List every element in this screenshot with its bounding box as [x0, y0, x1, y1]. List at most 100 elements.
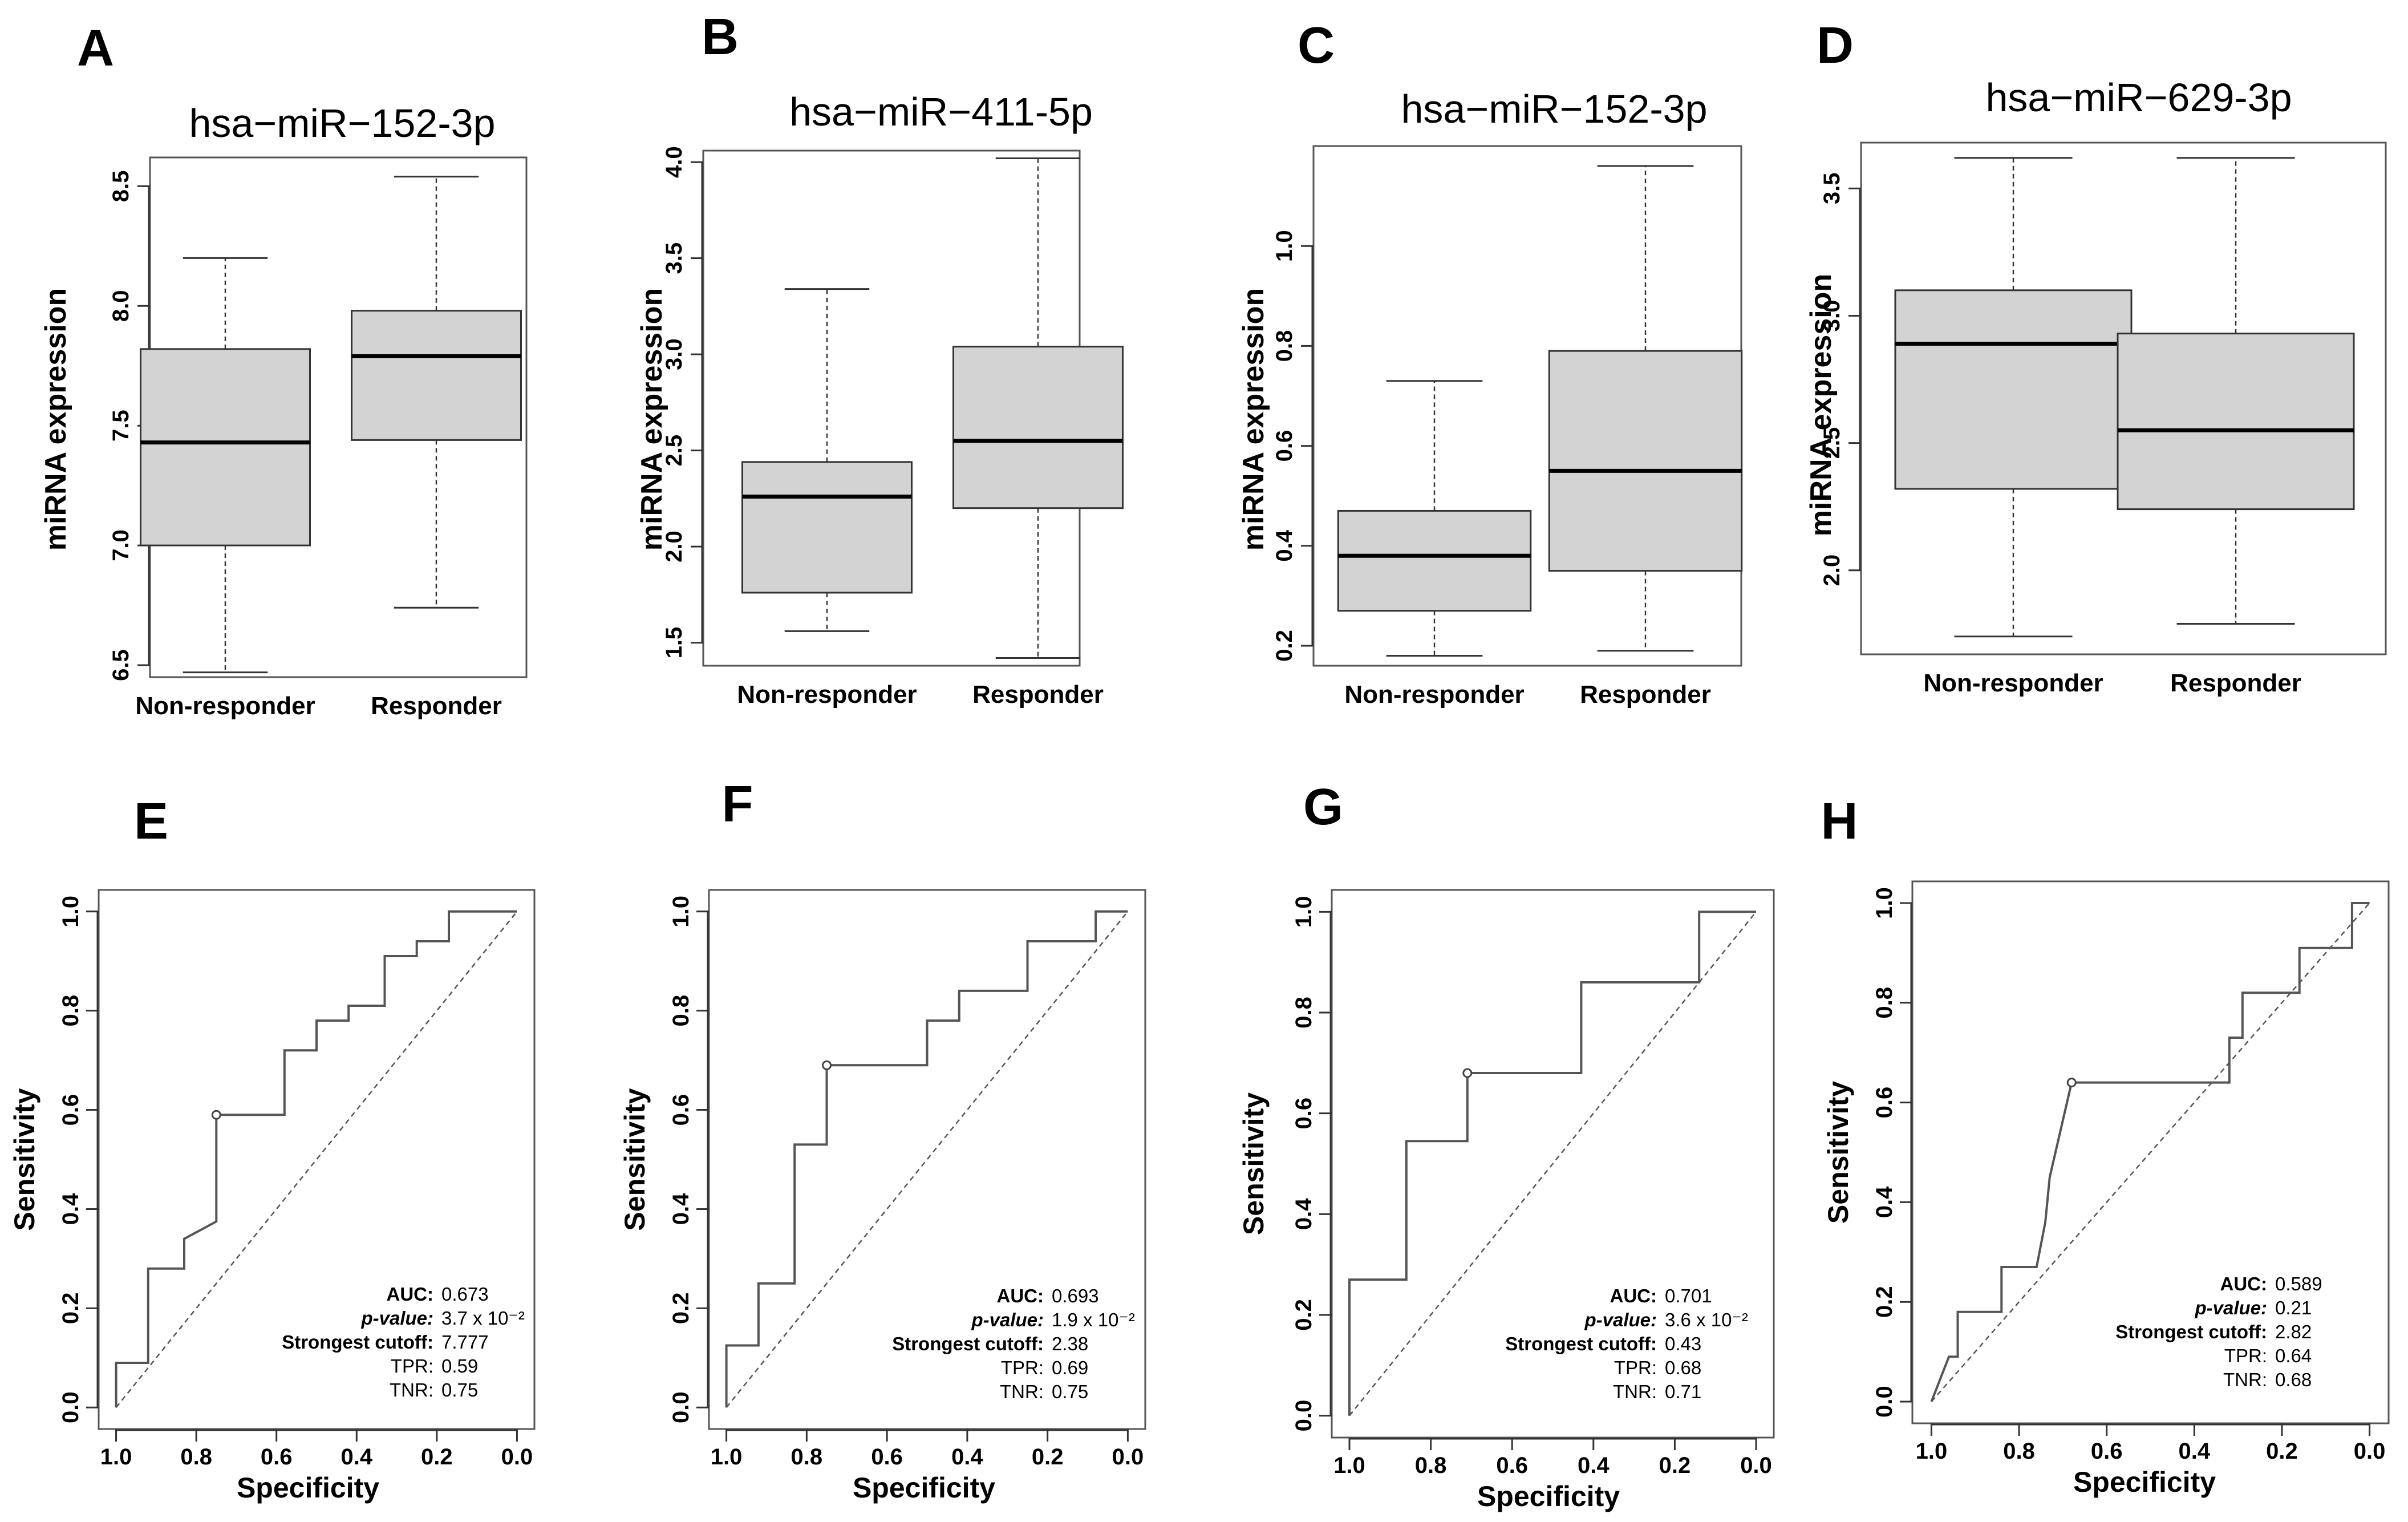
stat-value: 3.7 x 10⁻² [441, 1308, 525, 1329]
y-tick-label: 6.5 [108, 649, 133, 681]
x-axis-label: Specificity [237, 1472, 379, 1504]
stat-value: 0.701 [1665, 1285, 1712, 1306]
chart-title: hsa−miR−152-3p [1401, 87, 1708, 131]
stat-label: p-value: [2194, 1297, 2267, 1318]
stat-label: p-value: [971, 1309, 1044, 1330]
stat-label: TPR: [391, 1355, 433, 1377]
box-iqr [351, 310, 522, 441]
x-category-label: Responder [972, 681, 1104, 709]
y-tick-label: 7.5 [108, 410, 133, 442]
y-axis-label: Sensitivity [1238, 1092, 1270, 1235]
y-tick-label: 8.0 [108, 290, 133, 322]
y-tick-label: 0.8 [1872, 987, 1897, 1019]
x-tick-label: 1.0 [1916, 1439, 1948, 1464]
chart-title: hsa−miR−411-5p [789, 90, 1093, 134]
cutoff-point [2066, 1078, 2077, 1088]
stat-label: Strongest cutoff: [1505, 1333, 1657, 1354]
y-tick-label: 0.2 [58, 1293, 83, 1325]
y-tick-label: 0.6 [1272, 430, 1297, 462]
stat-value: 0.75 [441, 1379, 478, 1400]
stat-value: 0.693 [1052, 1285, 1099, 1306]
y-tick-label: 0.4 [1872, 1186, 1897, 1218]
stat-value: 0.43 [1665, 1333, 1701, 1354]
x-tick-label: 0.8 [1415, 1453, 1447, 1478]
panel-letter: G [1303, 779, 1343, 836]
stat-value: 0.68 [2275, 1369, 2312, 1390]
x-tick-label: 0.6 [871, 1444, 903, 1470]
y-tick-label: 0.0 [1872, 1386, 1897, 1418]
chart-title: hsa−miR−629-3p [1986, 75, 2292, 120]
reference-diagonal [1349, 911, 1757, 1416]
x-tick-label: 0.2 [1659, 1453, 1691, 1478]
roc-panel-g: G 0.0 0.0 0.2 0.2 0.4 0.4 0.6 0.6 0.8 0.8 1.0 1.0 Spe… [1238, 779, 1775, 1512]
y-axis-label: Sensitivity [1822, 1081, 1854, 1224]
chart-title: hsa−miR−152-3p [189, 101, 496, 145]
roc-panel-e: E 0.0 0.0 0.2 0.2 0.4 0.4 0.6 0.6 0.8 0.8 1.0 1.0 Spe… [9, 793, 536, 1504]
stat-value: 2.38 [1052, 1333, 1088, 1354]
stat-label: TPR: [1001, 1357, 1044, 1378]
x-tick-label: 0.0 [1112, 1444, 1144, 1470]
y-tick-label: 0.2 [668, 1293, 694, 1325]
stat-label: TNR: [2223, 1369, 2267, 1390]
y-tick-label: 0.0 [58, 1391, 83, 1423]
y-tick-label: 2.0 [662, 531, 687, 562]
roc-panel-f: F 0.0 0.0 0.2 0.2 0.4 0.4 0.6 0.6 0.8 0.8 1.0 1.0 Spe… [619, 776, 1146, 1504]
plot-frame [98, 889, 536, 1430]
x-category-label: Non-responder [135, 692, 315, 720]
box-responder [952, 157, 1124, 659]
y-tick-label: 0.0 [1291, 1400, 1316, 1432]
plot-frame [1331, 889, 1775, 1439]
x-category-label: Non-responder [1923, 669, 2103, 697]
y-tick-label: 0.4 [58, 1193, 83, 1225]
y-tick-label: 1.0 [58, 896, 83, 928]
y-tick-label: 4.0 [662, 146, 687, 178]
roc-curve [725, 910, 1128, 1408]
stat-value: 0.59 [441, 1355, 478, 1377]
x-tick-label: 0.6 [261, 1444, 293, 1470]
stat-value: 0.589 [2275, 1273, 2322, 1294]
y-tick-label: 7.0 [108, 529, 133, 561]
y-tick-label: 0.2 [1291, 1299, 1316, 1331]
panel-letter: C [1298, 17, 1335, 74]
box-iqr [1337, 509, 1532, 612]
stat-label: TPR: [1614, 1357, 1657, 1378]
x-tick-label: 0.0 [2354, 1439, 2386, 1464]
stat-value: 0.21 [2275, 1297, 2312, 1318]
panel-letter: E [134, 793, 168, 850]
stat-value: 0.69 [1052, 1357, 1088, 1378]
x-tick-label: 0.2 [1032, 1444, 1064, 1470]
y-tick-label: 0.6 [58, 1094, 83, 1126]
stat-value: 2.82 [2275, 1321, 2312, 1342]
roc-panel-h: H 0.0 0.0 0.2 0.2 0.4 0.4 0.6 0.6 0.8 0.8 1.0 1.0 Spe… [1821, 793, 2390, 1498]
y-tick-label: 0.4 [1272, 529, 1297, 561]
box-non-responder [140, 257, 311, 674]
stat-label: Strongest cutoff: [892, 1333, 1044, 1354]
plot-frame [1860, 141, 2387, 655]
panel-letter: B [702, 9, 739, 66]
stat-label: AUC: [387, 1284, 433, 1305]
roc-curve [115, 910, 517, 1408]
y-tick-label: 2.5 [1819, 427, 1844, 459]
y-tick-label: 0.6 [1291, 1098, 1316, 1130]
y-tick-label: 3.5 [662, 242, 687, 274]
cutoff-point [822, 1060, 832, 1070]
box-iqr [741, 461, 913, 594]
reference-diagonal [115, 911, 518, 1408]
x-tick-label: 0.4 [1578, 1453, 1610, 1478]
y-tick-label: 0.6 [668, 1094, 694, 1126]
y-axis-label: miRNA expression [39, 288, 72, 550]
x-tick-label: 0.8 [180, 1444, 212, 1470]
panel-letter: A [77, 20, 114, 77]
box-responder [2117, 157, 2355, 625]
y-axis-label: Sensitivity [9, 1088, 40, 1230]
y-tick-label: 0.4 [668, 1193, 694, 1225]
box-responder [351, 176, 522, 609]
x-tick-label: 0.4 [951, 1444, 983, 1470]
stat-label: AUC: [1610, 1285, 1657, 1306]
x-tick-label: 0.8 [791, 1444, 823, 1470]
panel-letter: H [1821, 793, 1858, 850]
